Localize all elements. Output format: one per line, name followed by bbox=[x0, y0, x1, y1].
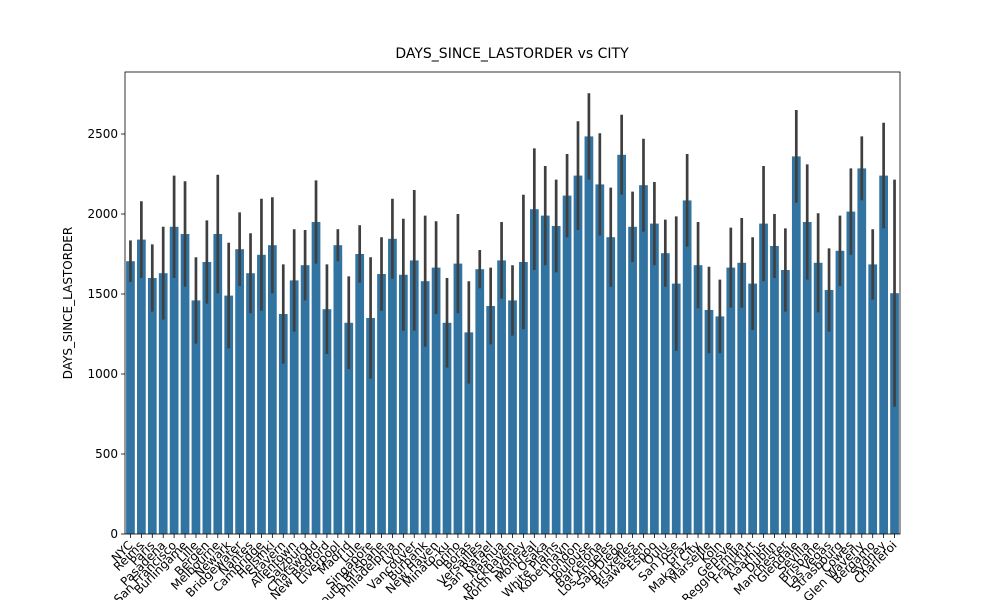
bar bbox=[289, 280, 299, 534]
bar bbox=[431, 267, 441, 534]
bar bbox=[453, 263, 463, 534]
bar bbox=[715, 316, 725, 534]
y-axis-label: DAYS_SINCE_LASTORDER bbox=[61, 227, 75, 379]
bar bbox=[748, 283, 758, 534]
bar bbox=[671, 283, 681, 534]
bar bbox=[846, 211, 856, 534]
bar bbox=[617, 154, 627, 535]
bar bbox=[191, 300, 201, 534]
bar bbox=[551, 226, 561, 534]
y-tick-label: 1000 bbox=[87, 367, 118, 381]
bar bbox=[147, 278, 157, 534]
y-tick-label: 2000 bbox=[87, 207, 118, 221]
bar bbox=[802, 222, 812, 534]
bar bbox=[180, 234, 190, 534]
bar bbox=[158, 273, 168, 534]
bar bbox=[606, 237, 616, 534]
bar bbox=[650, 223, 659, 534]
y-tick-label: 2500 bbox=[87, 127, 118, 141]
bar bbox=[770, 246, 779, 534]
bar bbox=[344, 322, 354, 534]
chart-title: DAYS_SINCE_LASTORDER vs CITY bbox=[395, 46, 629, 62]
bar bbox=[824, 290, 834, 534]
bar bbox=[377, 274, 386, 534]
y-tick-label: 1500 bbox=[87, 287, 118, 301]
bar bbox=[366, 318, 375, 534]
bar bbox=[235, 249, 244, 534]
bar bbox=[562, 195, 572, 534]
bar bbox=[508, 300, 517, 534]
bar bbox=[442, 322, 452, 534]
bar bbox=[257, 254, 266, 535]
bar bbox=[137, 239, 146, 534]
bar bbox=[791, 156, 801, 534]
bar bbox=[300, 265, 310, 534]
bar bbox=[857, 168, 867, 534]
bar bbox=[813, 262, 823, 534]
bar bbox=[573, 175, 583, 534]
bar bbox=[726, 267, 736, 534]
bar bbox=[628, 226, 637, 535]
bar bbox=[126, 261, 135, 534]
bar bbox=[497, 260, 506, 534]
bar bbox=[879, 175, 888, 534]
bar bbox=[278, 314, 288, 534]
bar bbox=[355, 254, 365, 534]
bar bbox=[333, 245, 343, 534]
bar bbox=[595, 184, 605, 534]
bar bbox=[169, 226, 179, 535]
bar bbox=[388, 238, 397, 535]
bar bbox=[704, 310, 714, 534]
y-tick-label: 0 bbox=[110, 527, 118, 541]
bar bbox=[322, 309, 332, 534]
bar bbox=[398, 274, 408, 534]
bar bbox=[224, 295, 234, 534]
bar bbox=[475, 269, 485, 534]
bar bbox=[693, 265, 703, 534]
bar bbox=[486, 306, 496, 534]
bar bbox=[737, 262, 747, 534]
bar bbox=[409, 260, 419, 534]
bar bbox=[584, 136, 594, 534]
bar bbox=[682, 200, 692, 534]
bar bbox=[890, 293, 899, 534]
y-tick-label: 500 bbox=[95, 447, 118, 461]
bar bbox=[529, 209, 539, 534]
bar bbox=[267, 245, 277, 534]
bar bbox=[540, 215, 550, 534]
bar bbox=[213, 234, 223, 534]
bar bbox=[311, 222, 321, 534]
bar bbox=[202, 262, 212, 534]
bar bbox=[639, 185, 648, 534]
bar bbox=[781, 270, 790, 534]
bar bbox=[464, 332, 474, 534]
bar bbox=[868, 264, 878, 534]
plot-frame bbox=[124, 71, 901, 535]
bar bbox=[420, 281, 430, 534]
bar bbox=[519, 262, 528, 534]
bar bbox=[759, 223, 768, 534]
bar bbox=[660, 253, 670, 534]
bar bbox=[835, 250, 845, 535]
bar bbox=[246, 273, 255, 534]
